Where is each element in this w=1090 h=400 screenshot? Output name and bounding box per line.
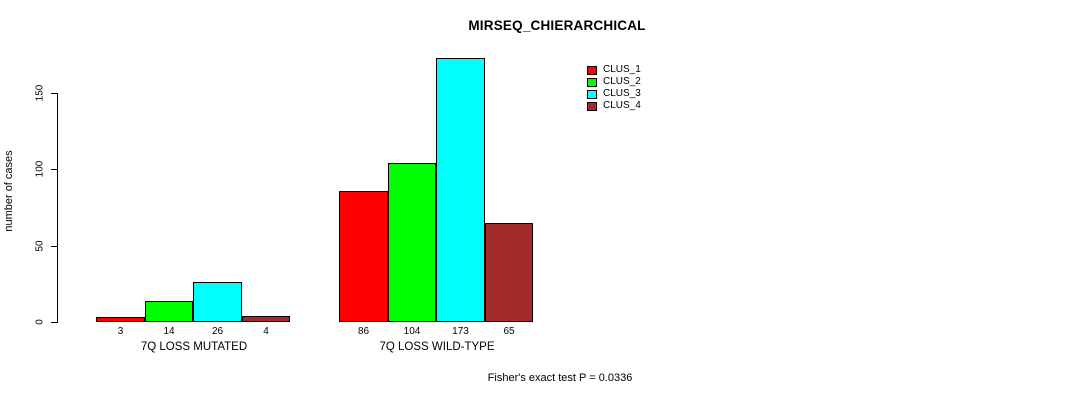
x-category-label-wild-type: 7Q LOSS WILD-TYPE bbox=[379, 341, 495, 353]
bar-clus_1-group1 bbox=[96, 317, 145, 322]
legend-label-clus-1: CLUS_1 bbox=[603, 64, 641, 75]
bar-value-label-clus_1-group2: 86 bbox=[357, 326, 370, 337]
legend-swatch-clus-2 bbox=[587, 77, 597, 87]
bar-clus_3-group2 bbox=[436, 58, 485, 322]
bar-clus_4-group2 bbox=[485, 223, 533, 322]
legend-item-clus-2: CLUS_2 bbox=[587, 76, 641, 88]
bar-value-label-clus_2-group2: 104 bbox=[403, 326, 421, 337]
legend-swatch-clus-1 bbox=[587, 65, 597, 75]
bar-clus_1-group2 bbox=[339, 191, 388, 322]
chart-title: MIRSEQ_CHIERARCHICAL bbox=[468, 18, 646, 33]
legend-swatch-clus-4 bbox=[587, 101, 597, 111]
y-tick-0 bbox=[51, 322, 57, 323]
legend-swatch-clus-3 bbox=[587, 89, 597, 99]
bar-clus_3-group1 bbox=[193, 282, 242, 322]
legend: CLUS_1 CLUS_2 CLUS_3 CLUS_4 bbox=[587, 64, 641, 112]
legend-label-clus-4: CLUS_4 bbox=[603, 100, 641, 111]
bar-clus_4-group1 bbox=[242, 316, 290, 322]
legend-item-clus-1: CLUS_1 bbox=[587, 64, 641, 76]
bar-clus_2-group1 bbox=[145, 301, 193, 322]
bar-value-label-clus_4-group1: 4 bbox=[263, 326, 269, 337]
y-tick-50 bbox=[51, 246, 57, 247]
y-axis-line bbox=[57, 93, 58, 323]
y-axis-label: number of cases bbox=[3, 150, 15, 232]
y-tick-label-150: 150 bbox=[34, 84, 46, 102]
y-tick-label-0: 0 bbox=[34, 319, 46, 325]
fisher-test-annotation: Fisher's exact test P = 0.0336 bbox=[487, 372, 633, 384]
bar-value-label-clus_3-group2: 173 bbox=[452, 326, 469, 337]
y-tick-label-100: 100 bbox=[34, 160, 46, 178]
bar-value-label-clus_2-group1: 14 bbox=[163, 326, 175, 337]
legend-item-clus-4: CLUS_4 bbox=[587, 100, 641, 112]
bar-value-label-clus_4-group2: 65 bbox=[503, 326, 515, 337]
y-tick-150 bbox=[51, 93, 57, 94]
x-category-label-mutated: 7Q LOSS MUTATED bbox=[140, 341, 248, 353]
bar-clus_2-group2 bbox=[388, 163, 436, 322]
y-tick-label-50: 50 bbox=[34, 240, 46, 252]
legend-label-clus-3: CLUS_3 bbox=[603, 88, 641, 99]
bar-value-label-clus_1-group1: 3 bbox=[117, 326, 124, 337]
legend-label-clus-2: CLUS_2 bbox=[603, 76, 641, 87]
y-tick-100 bbox=[51, 169, 57, 170]
bar-value-label-clus_3-group1: 26 bbox=[211, 326, 224, 337]
legend-item-clus-3: CLUS_3 bbox=[587, 88, 641, 100]
